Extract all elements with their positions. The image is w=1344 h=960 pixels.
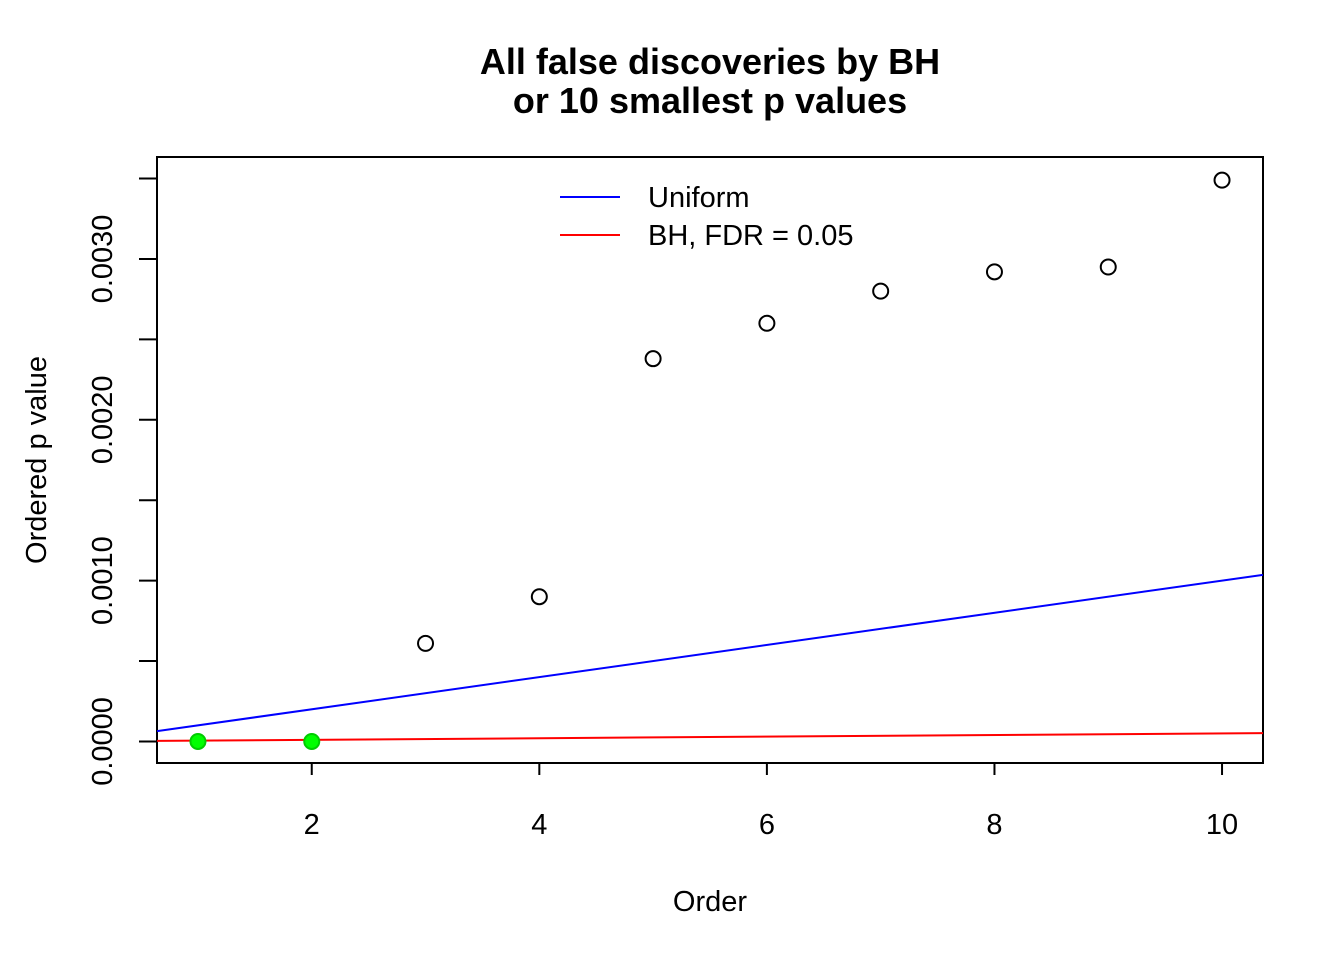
legend: Uniform BH, FDR = 0.05 <box>560 182 854 252</box>
plot-frame <box>156 156 1264 764</box>
data-point <box>1099 258 1117 276</box>
y-tick-label: 0.0010 <box>87 536 119 625</box>
data-point <box>530 588 548 606</box>
legend-label: Uniform <box>648 182 750 214</box>
legend-label: BH, FDR = 0.05 <box>648 220 854 252</box>
data-point <box>417 634 435 652</box>
axes: 2 4 6 8 10 0.0000 0.0010 0.0020 0.0030 Order Order… <box>21 156 1264 918</box>
x-tick-label: 8 <box>986 809 1002 841</box>
line-bh-fdr-0-05 <box>157 732 1263 742</box>
x-tick-label: 6 <box>759 809 775 841</box>
x-tick-label: 4 <box>531 809 547 841</box>
y-tick-label: 0.0030 <box>87 215 119 304</box>
data-point <box>644 350 662 368</box>
line-uniform <box>157 573 1263 733</box>
y-tick-label: 0.0020 <box>87 375 119 464</box>
reference-lines <box>157 573 1263 742</box>
data-point <box>872 282 890 300</box>
chart-title-line: or 10 smallest p values <box>513 80 907 121</box>
data-point <box>985 263 1003 281</box>
y-axis-label: Ordered p value <box>21 356 53 564</box>
data-point <box>1213 171 1231 189</box>
chart-title-line: All false discoveries by BH <box>480 41 940 82</box>
data-point <box>758 314 776 332</box>
highlighted-point <box>303 732 321 750</box>
x-tick-label: 2 <box>304 809 320 841</box>
highlighted-point <box>189 732 207 750</box>
x-tick-label: 10 <box>1206 809 1238 841</box>
y-tick-label: 0.0000 <box>87 697 119 786</box>
x-axis-label: Order <box>673 886 747 918</box>
data-points <box>189 171 1231 750</box>
